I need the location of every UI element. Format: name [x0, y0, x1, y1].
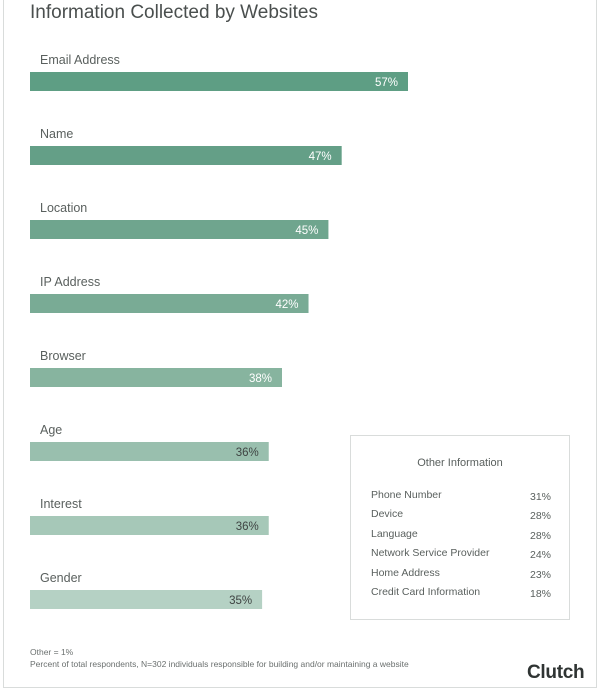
- value-label: 35%: [229, 595, 252, 607]
- value-label: 45%: [295, 225, 318, 237]
- bar: [30, 72, 408, 91]
- other-information-label: Device: [371, 508, 404, 520]
- category-label: IP Address: [40, 275, 100, 289]
- category-label: Location: [40, 201, 87, 215]
- bar: [30, 294, 309, 313]
- category-label: Browser: [40, 349, 86, 363]
- value-label: 38%: [249, 373, 272, 385]
- value-label: 57%: [375, 77, 398, 89]
- other-information-label: Language: [371, 528, 418, 540]
- other-information-value: 28%: [529, 530, 551, 542]
- other-information-row: Device 28%: [371, 508, 551, 524]
- other-information-row: Phone Number 31%: [371, 489, 551, 505]
- other-information-value: 23%: [529, 569, 551, 581]
- other-information-label: Network Service Provider: [371, 547, 490, 559]
- other-information-label: Credit Card Information: [371, 586, 481, 598]
- other-information-label: Home Address: [371, 567, 440, 579]
- other-information-row: Language 28%: [371, 528, 551, 544]
- brand-logo: Clutch: [527, 662, 585, 683]
- other-information-row: Credit Card Information 18%: [371, 586, 551, 602]
- bar: [30, 368, 282, 387]
- value-label: 36%: [236, 521, 259, 533]
- category-label: Gender: [40, 571, 82, 585]
- other-information-value: 18%: [529, 588, 551, 600]
- chart-title: Information Collected by Websites: [30, 2, 318, 23]
- bar: [30, 516, 269, 535]
- category-label: Age: [40, 423, 62, 437]
- other-information-label: Phone Number: [371, 489, 442, 501]
- footnote-other: Other = 1%: [30, 647, 74, 657]
- bar: [30, 220, 329, 239]
- other-information-row: Home Address 23%: [371, 567, 551, 583]
- category-label: Interest: [40, 497, 82, 511]
- footnote-respondents: Percent of total respondents, N=302 indi…: [30, 659, 409, 669]
- category-label: Name: [40, 127, 73, 141]
- other-information-value: 31%: [529, 491, 551, 503]
- value-label: 36%: [236, 447, 259, 459]
- other-information-panel: Other Information Phone Number 31% Devic…: [350, 435, 570, 620]
- bar: [30, 442, 269, 461]
- category-label: Email Address: [40, 53, 120, 67]
- other-information-row: Network Service Provider 24%: [371, 547, 551, 563]
- other-information-title: Other Information: [417, 457, 503, 469]
- other-information-value: 24%: [529, 549, 551, 561]
- bar: [30, 590, 263, 609]
- value-label: 47%: [309, 151, 332, 163]
- value-label: 42%: [275, 299, 298, 311]
- bar: [30, 146, 342, 165]
- other-information-value: 28%: [529, 510, 551, 522]
